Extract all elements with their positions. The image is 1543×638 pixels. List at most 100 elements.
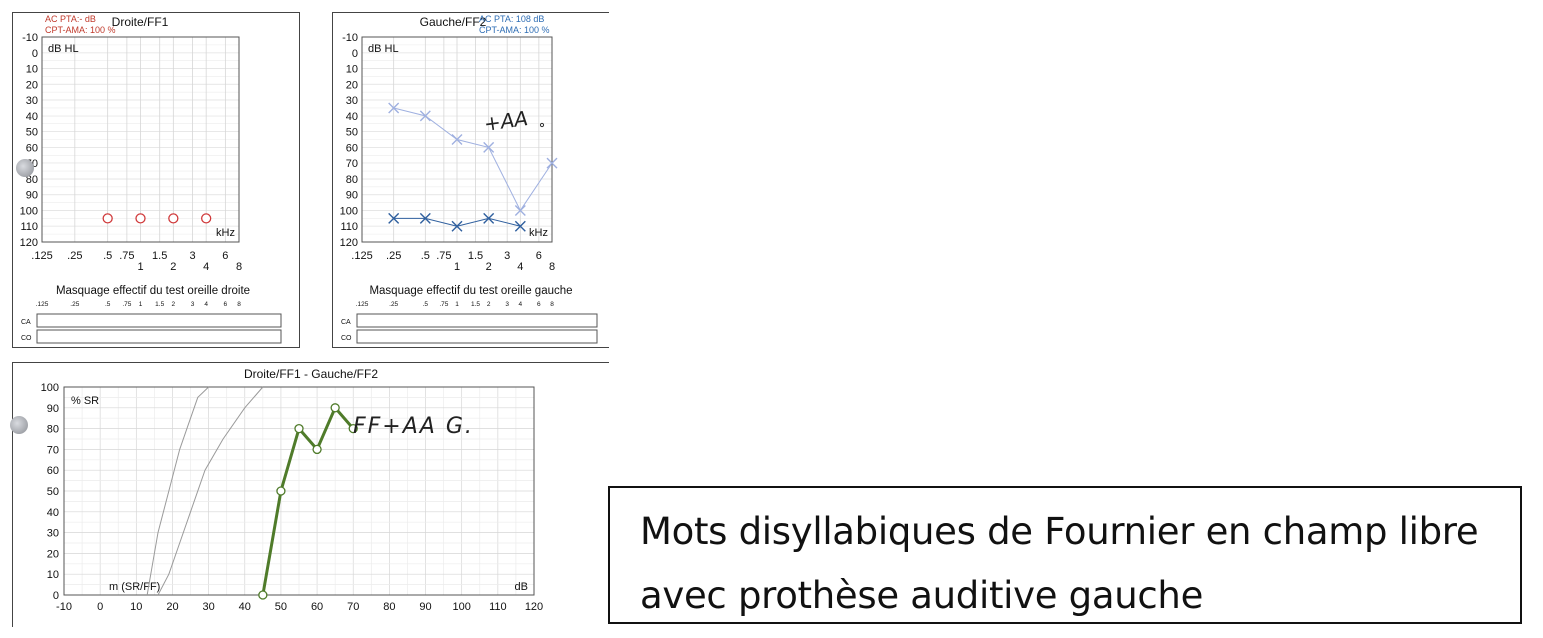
x-tick-label: 3 — [504, 250, 510, 262]
x-tick-label: 2 — [170, 261, 176, 273]
x-tick-label: .25 — [67, 250, 82, 262]
masking-row-label: CO — [341, 335, 352, 342]
masking-freq-label: .125 — [356, 301, 369, 308]
y-tick-label: 50 — [26, 127, 38, 139]
y-tick-label: 0 — [53, 590, 59, 602]
masking-freq-label: 1.5 — [155, 301, 164, 308]
data-point — [276, 486, 286, 496]
x-axis-label: dB — [515, 581, 528, 593]
x-tick-label: 8 — [236, 261, 242, 273]
y-tick-label: 0 — [32, 48, 38, 60]
data-point — [312, 444, 322, 455]
y-tick-label: 20 — [26, 79, 38, 91]
masking-row-field — [36, 313, 282, 328]
y-tick-label: 90 — [26, 190, 38, 202]
x-tick-label: 3 — [189, 250, 195, 262]
masking-freq-label: 2 — [487, 301, 491, 308]
reference-curve-label: m (SR/FF) — [109, 581, 160, 593]
y-tick-label: 20 — [346, 79, 358, 91]
cpt-label: CPT-AMA: 100 % — [479, 25, 550, 35]
masking-freq-label: 3 — [191, 301, 195, 308]
data-point — [546, 157, 558, 169]
right-ear-audiogram-panel: -100102030405060708090100110120.125.25.5… — [12, 12, 300, 348]
right-ear-audiogram: -100102030405060708090100110120.125.25.5… — [20, 14, 282, 344]
x-tick-label: .125 — [351, 250, 372, 262]
y-tick-label: 30 — [26, 95, 38, 107]
x-tick-label: 1 — [137, 261, 143, 273]
data-point — [330, 403, 340, 413]
x-tick-label: 70 — [347, 601, 359, 613]
masking-freq-label: .125 — [36, 301, 49, 308]
x-tick-label: 20 — [166, 601, 178, 613]
x-tick-label: 40 — [239, 601, 251, 613]
y-axis-label: dB HL — [368, 43, 399, 55]
masking-freq-label: 1.5 — [471, 301, 480, 308]
data-point — [419, 212, 431, 224]
chart-title: Droite/FF1 — [112, 15, 169, 29]
x-tick-label: .75 — [436, 250, 451, 262]
y-tick-label: 30 — [346, 95, 358, 107]
y-tick-label: 50 — [47, 486, 59, 498]
x-tick-label: .125 — [31, 250, 52, 262]
speech-audiometry-panel: 0 10 20 30 40 50 60 70 80 90 100 -10 0 10 20 30 40 50 60 70… — [12, 362, 609, 627]
y-tick-label: 120 — [340, 237, 358, 249]
data-point — [294, 423, 304, 434]
plot-frame — [63, 386, 535, 596]
caption-line-1: Mots disyllabiques de Fournier en champ … — [640, 510, 1479, 553]
binder-hole — [16, 159, 34, 177]
x-tick-label: .5 — [421, 250, 430, 262]
caption-line-2: avec prothèse auditive gauche — [640, 574, 1204, 617]
x-tick-label: 60 — [311, 601, 323, 613]
y-tick-label: 100 — [20, 205, 38, 217]
y-tick-label: 80 — [47, 424, 59, 436]
y-tick-label: 60 — [346, 142, 358, 154]
y-tick-label: -10 — [342, 32, 358, 44]
x-tick-label: 10 — [130, 601, 142, 613]
masking-row-field — [356, 329, 598, 344]
x-tick-label: 1.5 — [468, 250, 483, 262]
handwritten-mark — [539, 122, 545, 128]
x-tick-label: 30 — [202, 601, 214, 613]
y-tick-label: 60 — [26, 142, 38, 154]
x-tick-label: 110 — [489, 601, 507, 613]
masking-freq-label: .25 — [70, 301, 79, 308]
data-point — [451, 134, 463, 145]
chart-title: Gauche/FF2 — [420, 15, 487, 29]
masking-freq-label: 6 — [537, 301, 541, 308]
data-point — [348, 423, 358, 434]
masking-freq-label: 4 — [204, 301, 208, 308]
y-tick-label: 80 — [26, 174, 38, 186]
y-tick-label: 80 — [346, 174, 358, 186]
y-tick-label: 40 — [346, 111, 358, 123]
data-point — [419, 110, 431, 122]
masking-freq-label: 4 — [519, 301, 523, 308]
reference-curve — [157, 386, 264, 596]
masking-freq-label: 1 — [455, 301, 459, 308]
x-tick-label: 100 — [453, 601, 471, 613]
masking-freq-label: 6 — [224, 301, 228, 308]
y-tick-label: 70 — [346, 158, 358, 170]
x-tick-label: 4 — [203, 261, 209, 273]
masking-freq-label: .25 — [389, 301, 398, 308]
data-point — [451, 220, 463, 232]
y-tick-label: 100 — [41, 382, 59, 394]
y-tick-label: 60 — [47, 465, 59, 477]
masking-row-label: CO — [21, 335, 32, 342]
plot-frame — [41, 36, 240, 243]
y-tick-label: 100 — [340, 205, 358, 217]
x-tick-label: 8 — [549, 261, 555, 273]
y-tick-label: 120 — [20, 237, 38, 249]
x-tick-label: 80 — [383, 601, 395, 613]
handwritten-note: FF+AA G. — [353, 414, 474, 439]
x-tick-label: 1.5 — [152, 250, 167, 262]
y-tick-label: 70 — [47, 444, 59, 456]
masking-freq-label: 2 — [172, 301, 176, 308]
masking-freq-label: 1 — [139, 301, 143, 308]
x-tick-label: 120 — [525, 601, 543, 613]
masking-freq-label: 3 — [505, 301, 509, 308]
y-tick-label: 110 — [20, 221, 38, 233]
x-tick-label: .5 — [103, 250, 112, 262]
left-ear-audiogram-panel: -10 0 10 20 30 40 50 60 70 80 90 100 110 120.125.25.5… — [332, 12, 609, 348]
pta-label: AC PTA: 108 dB — [479, 14, 544, 24]
